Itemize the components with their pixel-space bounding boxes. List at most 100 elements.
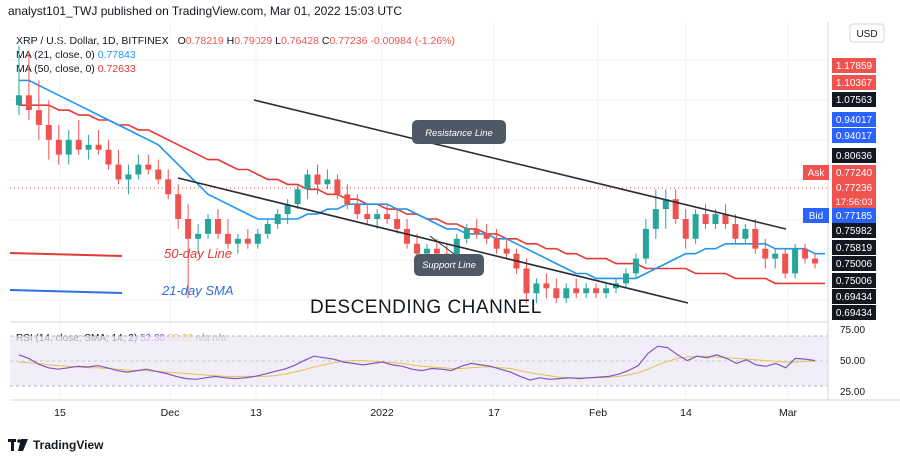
candle bbox=[334, 174, 341, 200]
candle-body bbox=[85, 144, 92, 150]
price-tick-text: 1.10367 bbox=[836, 78, 873, 89]
candle-body bbox=[244, 238, 251, 244]
currency-label[interactable]: USD bbox=[849, 23, 885, 43]
candle-body bbox=[513, 253, 520, 269]
candle bbox=[175, 184, 182, 229]
candle bbox=[125, 164, 132, 195]
candle bbox=[195, 223, 202, 254]
resistance-trendline[interactable] bbox=[253, 99, 787, 230]
candle-body bbox=[523, 268, 530, 294]
candle bbox=[414, 233, 420, 259]
candle bbox=[802, 243, 809, 264]
candle bbox=[115, 149, 122, 185]
candle-body bbox=[463, 228, 470, 239]
candle-body bbox=[25, 95, 32, 111]
candle-body bbox=[354, 204, 361, 215]
ask-tag-label: Ask bbox=[808, 168, 826, 179]
support-callout[interactable]: Support Line bbox=[414, 254, 484, 276]
ma21-line bbox=[19, 79, 825, 280]
candle bbox=[155, 159, 162, 185]
candle-body bbox=[324, 179, 331, 185]
resistance-callout[interactable]: Resistance Line bbox=[412, 120, 506, 144]
candle-body bbox=[603, 288, 610, 294]
ma50-row[interactable]: MA (50, close, 0) 0.72633 bbox=[16, 62, 455, 76]
candle bbox=[284, 199, 291, 224]
candle-body bbox=[792, 248, 799, 274]
time-label: 15 bbox=[54, 407, 66, 419]
publisher-header: analyst101_TWJ published on TradingView.… bbox=[8, 4, 402, 18]
rsi-sma-line bbox=[18, 355, 816, 379]
candle-body bbox=[35, 110, 42, 125]
ask-tag: Ask 0.77240 bbox=[803, 165, 876, 180]
candle-body bbox=[45, 125, 52, 140]
countdown-text: 17:56:03 bbox=[836, 197, 873, 208]
price-tick-text: 0.80636 bbox=[836, 151, 873, 162]
candle-body bbox=[294, 189, 301, 205]
ma21-value: 0.77843 bbox=[97, 49, 136, 61]
close-label: C bbox=[321, 35, 330, 47]
candle-body bbox=[563, 288, 570, 299]
candle bbox=[662, 189, 669, 229]
close-value: 0.77236 bbox=[329, 35, 368, 47]
rsi-legend[interactable]: RSI (14, close; SMA; 14; 2) 52.30 50.68 … bbox=[16, 333, 226, 344]
candle bbox=[762, 238, 769, 269]
currency-text: USD bbox=[856, 29, 877, 40]
candle-body bbox=[115, 164, 122, 180]
price-tick: 0.69434 bbox=[832, 305, 876, 320]
candle bbox=[215, 209, 221, 239]
candle-body bbox=[224, 233, 231, 244]
price-tick-text: 0.94017 bbox=[836, 131, 873, 142]
candle bbox=[55, 124, 62, 165]
candle bbox=[374, 209, 381, 229]
candle-body bbox=[702, 214, 709, 224]
candle bbox=[583, 283, 590, 299]
rsi-label: RSI (14, close; SMA; 14; 2) bbox=[16, 333, 138, 344]
candle-body bbox=[682, 219, 689, 239]
candle-body bbox=[175, 194, 182, 219]
candle-body bbox=[334, 179, 341, 195]
candle bbox=[563, 283, 570, 304]
candle bbox=[623, 268, 629, 289]
candle-body bbox=[55, 139, 62, 155]
price-scale-bg[interactable] bbox=[828, 22, 900, 322]
candle-body bbox=[812, 258, 818, 264]
ask-tag-value: 0.77240 bbox=[836, 168, 873, 179]
candle bbox=[145, 154, 152, 175]
last-price-tag-value: 0.77236 bbox=[836, 183, 873, 194]
time-axis[interactable]: 15 Dec 13 2022 17 Feb 14 Mar bbox=[54, 407, 797, 419]
candle bbox=[632, 253, 639, 279]
bid-tag-label: Bid bbox=[809, 211, 823, 222]
tradingview-footer[interactable]: TradingView bbox=[8, 436, 103, 454]
candle-body bbox=[632, 258, 639, 274]
candle bbox=[782, 248, 789, 279]
symbol-label[interactable]: XRP / U.S. Dollar, 1D, BITFINEX bbox=[16, 35, 169, 47]
candle bbox=[35, 80, 42, 140]
candle bbox=[483, 223, 490, 244]
price-tick-text: 1.07563 bbox=[836, 95, 873, 106]
high-value: 0.79029 bbox=[234, 35, 273, 47]
candle bbox=[314, 164, 321, 195]
candle bbox=[503, 238, 510, 259]
candle-body bbox=[304, 174, 311, 190]
twenty-one-day-label: 21-day SMA bbox=[161, 283, 234, 298]
candle bbox=[135, 154, 142, 180]
candle-body bbox=[374, 214, 381, 219]
candle-body bbox=[394, 219, 401, 229]
candle bbox=[593, 283, 600, 299]
candle-body bbox=[314, 174, 321, 185]
price-tick: 1.17859 bbox=[832, 58, 876, 73]
chart-legend: XRP / U.S. Dollar, 1D, BITFINEX O0.78219… bbox=[16, 34, 455, 76]
candle-body bbox=[742, 228, 749, 239]
change-value: -0.00984 (-1.26%) bbox=[370, 35, 456, 47]
tradingview-logo-icon bbox=[8, 439, 28, 451]
candle bbox=[712, 209, 719, 229]
candle bbox=[533, 278, 540, 304]
candle bbox=[722, 204, 729, 229]
ma21-row[interactable]: MA (21, close, 0) 0.77843 bbox=[16, 48, 455, 62]
candle-body bbox=[503, 248, 510, 254]
candle bbox=[424, 243, 430, 264]
candle bbox=[324, 169, 331, 190]
candle bbox=[682, 209, 689, 249]
support-trendline[interactable] bbox=[177, 177, 689, 304]
candle-body bbox=[573, 288, 580, 294]
